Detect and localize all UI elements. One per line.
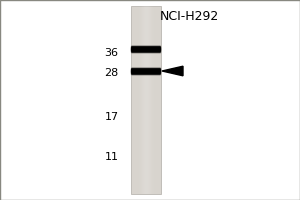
Bar <box>130 6 131 194</box>
Bar <box>139 6 140 194</box>
Bar <box>134 6 136 194</box>
Bar <box>149 6 151 194</box>
Text: 28: 28 <box>104 68 118 78</box>
Polygon shape <box>162 66 183 76</box>
Bar <box>157 6 158 194</box>
Bar <box>130 6 160 194</box>
Bar <box>154 6 155 194</box>
Bar <box>136 6 137 194</box>
Text: NCI-H292: NCI-H292 <box>159 10 219 23</box>
Bar <box>137 6 139 194</box>
Bar <box>151 6 152 194</box>
Bar <box>133 6 134 194</box>
Bar <box>155 6 157 194</box>
Bar <box>160 6 161 194</box>
Text: 11: 11 <box>104 152 118 162</box>
Text: 36: 36 <box>104 48 118 58</box>
Bar <box>146 6 148 194</box>
Bar <box>158 6 160 194</box>
Bar <box>152 6 154 194</box>
Bar <box>142 6 143 194</box>
Text: 17: 17 <box>104 112 118 122</box>
Bar <box>131 6 133 194</box>
Bar <box>145 6 146 194</box>
Bar <box>148 6 149 194</box>
Bar <box>143 6 145 194</box>
Bar <box>140 6 142 194</box>
